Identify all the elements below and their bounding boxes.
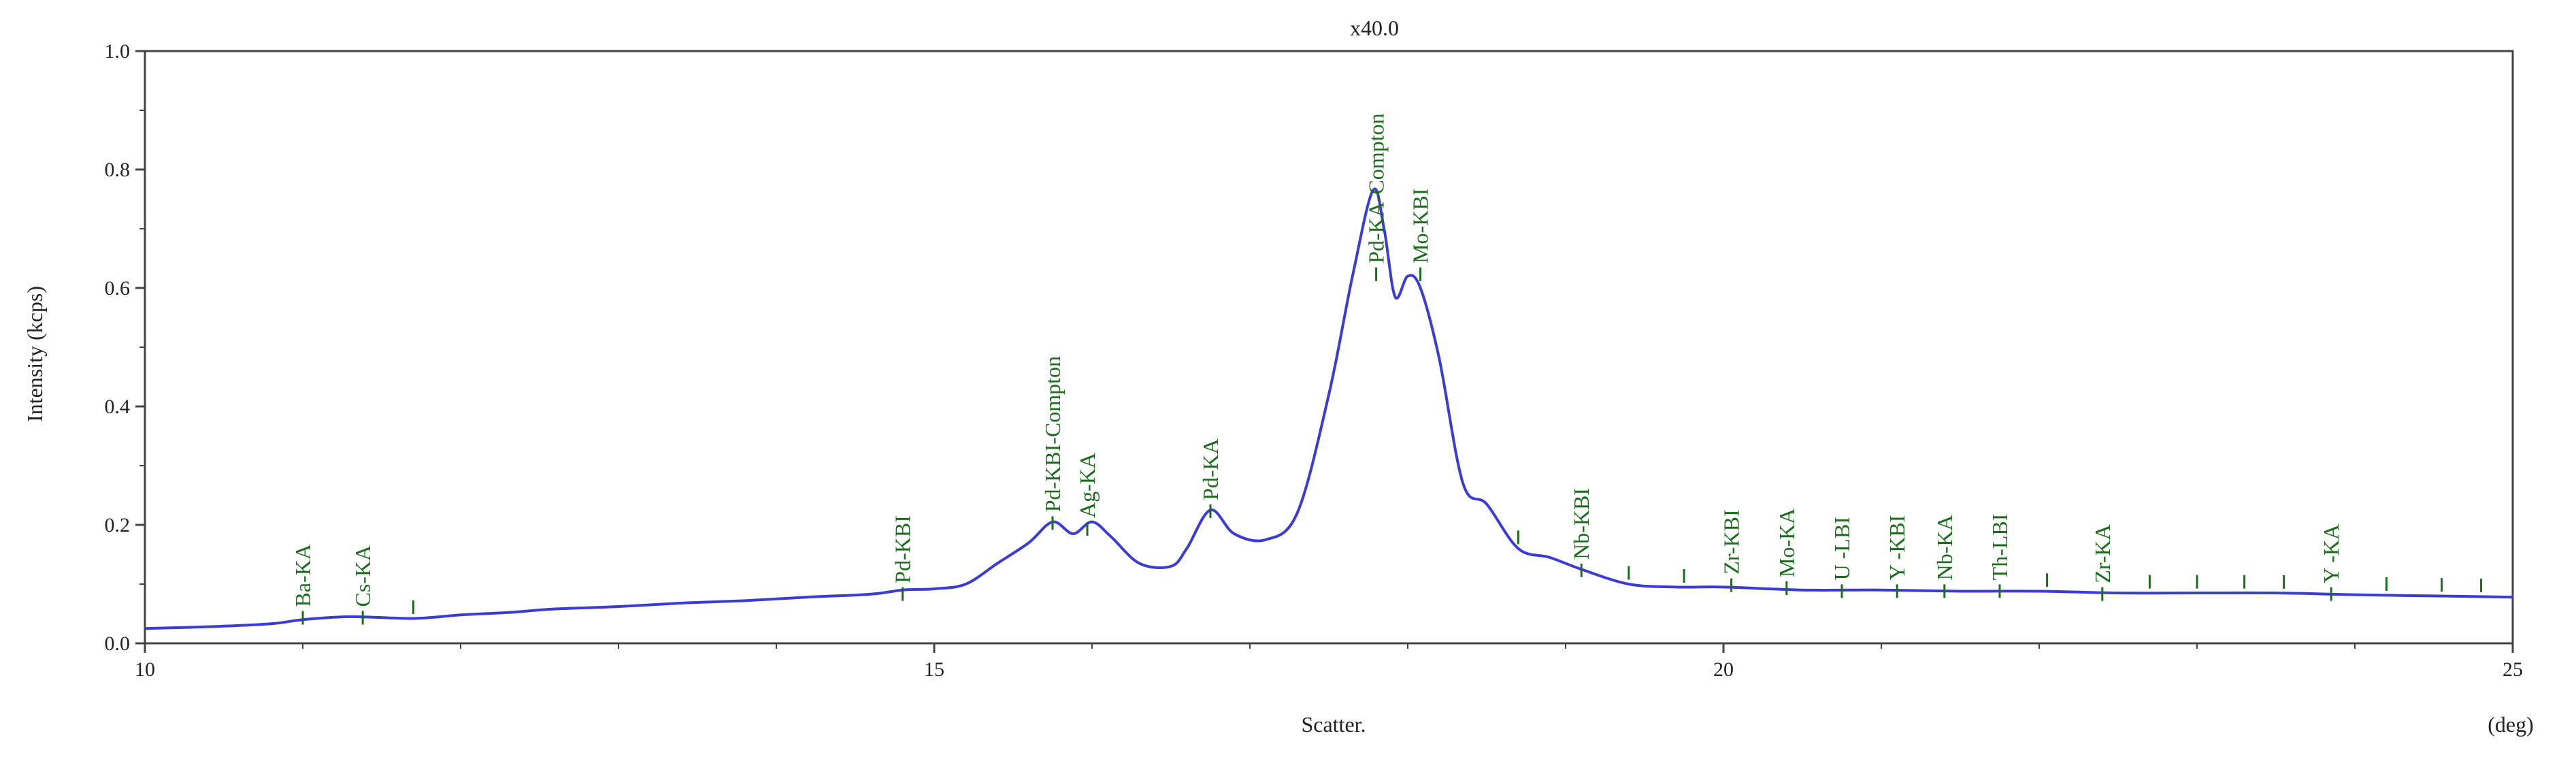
peak-label: Zr-KBI: [1719, 509, 1744, 574]
y-tick-label: 0.4: [105, 396, 131, 418]
y-tick-label: 0.8: [105, 159, 131, 181]
peak-label: Cs-KA: [350, 545, 375, 607]
peak-label: U -LBI: [1830, 517, 1854, 580]
peak-label: Pd-KBI: [891, 515, 915, 583]
peak-label: Pd-KA: [1198, 438, 1223, 500]
peak-label: Mo-KBI: [1408, 189, 1433, 263]
peak-label: Th-LBI: [1987, 514, 2012, 581]
peak-label: Nb-KBI: [1569, 488, 1594, 560]
y-axis-title: Intensity (kcps): [22, 286, 47, 422]
y-tick-label: 0.0: [105, 632, 131, 655]
x-axis-unit: (deg): [2488, 712, 2534, 737]
peak-label: Y -KBI: [1885, 515, 1909, 581]
peak-label: Nb-KA: [1932, 515, 1957, 580]
intensity-series-line: [144, 187, 2513, 630]
peak-label: Y -KA: [2319, 524, 2343, 583]
peak-label: Pd-KA-Compton: [1364, 113, 1389, 263]
peak-label: Mo-KA: [1774, 509, 1799, 577]
x-tick-label: 10: [135, 658, 155, 681]
peak-label: Pd-KBI-Compton: [1040, 356, 1065, 512]
plot-frame: [144, 50, 2514, 645]
peak-label: Zr-KA: [2090, 524, 2115, 583]
peak-label: Ba-KA: [291, 544, 315, 607]
plot-layer: 0.0 0.2 0.4 0.6 0.8 1.0 10 15 20 25 Ba-KA Cs-KA Pd-K…: [105, 40, 2524, 681]
chart-title: x40.0: [1350, 16, 1399, 40]
x-tick-label: 25: [2503, 658, 2523, 681]
x-axis-title: Scatter.: [1301, 712, 1366, 737]
peak-label: Ag-KA: [1075, 453, 1100, 518]
y-tick-label: 1.0: [105, 40, 131, 63]
x-tick-label: 15: [924, 658, 944, 681]
x-tick-label: 20: [1713, 658, 1734, 681]
y-tick-label: 0.6: [105, 277, 131, 300]
y-tick-label: 0.2: [105, 514, 131, 536]
